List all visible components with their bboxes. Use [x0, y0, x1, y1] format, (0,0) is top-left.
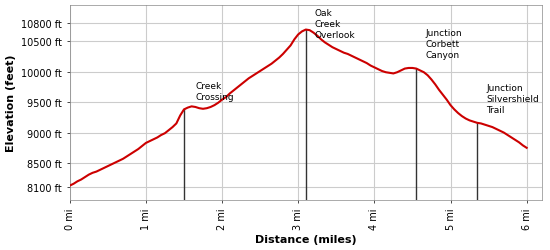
X-axis label: Distance (miles): Distance (miles)	[255, 234, 356, 244]
Text: Junction
Corbett
Canyon: Junction Corbett Canyon	[425, 29, 462, 60]
Text: Junction
Silvershield
Trail: Junction Silvershield Trail	[486, 84, 539, 115]
Text: Creek
Crossing: Creek Crossing	[195, 82, 234, 102]
Y-axis label: Elevation (feet): Elevation (feet)	[6, 54, 15, 151]
Text: Oak
Creek
Overlook: Oak Creek Overlook	[315, 9, 356, 40]
